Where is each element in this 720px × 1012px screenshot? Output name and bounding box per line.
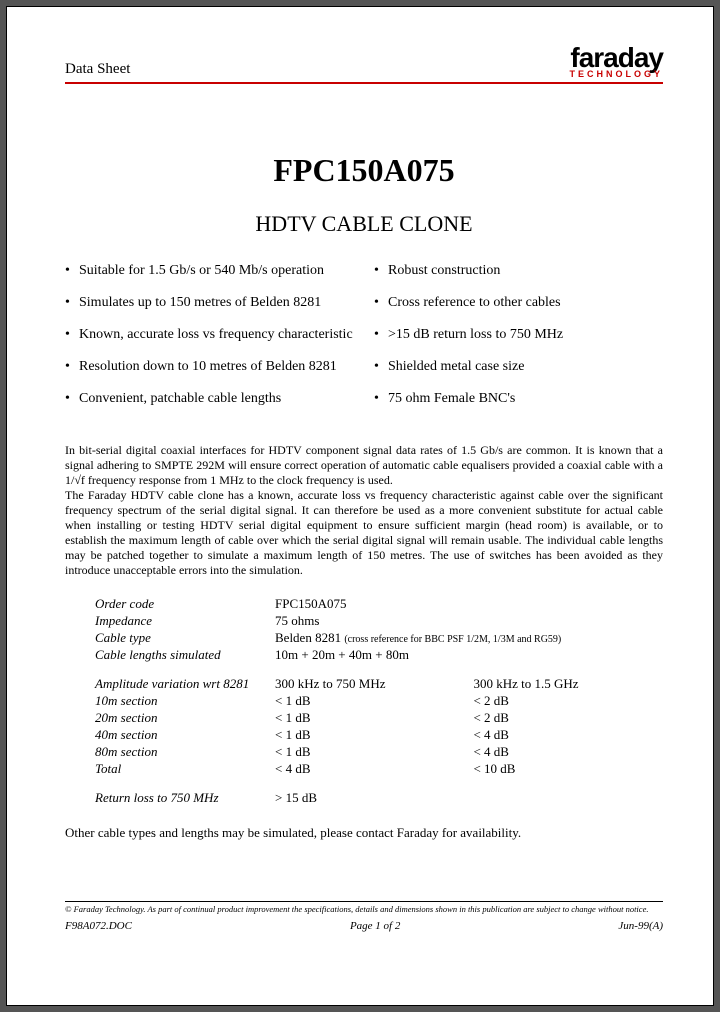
spec-row: Cable lengths simulated 10m + 20m + 40m … bbox=[95, 647, 663, 664]
spec-value: FPC150A075 bbox=[275, 596, 663, 613]
feature-item: Suitable for 1.5 Gb/s or 540 Mb/s operat… bbox=[65, 263, 354, 279]
spec-label: 40m section bbox=[95, 727, 275, 744]
spec-col1: < 1 dB bbox=[275, 710, 473, 727]
spec-col1: < 4 dB bbox=[275, 761, 473, 778]
feature-item: Known, accurate loss vs frequency charac… bbox=[65, 327, 354, 343]
body-p2: The Faraday HDTV cable clone has a known… bbox=[65, 488, 663, 577]
logo-sub: TECHNOLOGY bbox=[569, 70, 663, 78]
feature-item: Simulates up to 150 metres of Belden 828… bbox=[65, 295, 354, 311]
spec-col1: < 1 dB bbox=[275, 693, 473, 710]
product-subtitle: HDTV CABLE CLONE bbox=[65, 211, 663, 237]
spec-label: Amplitude variation wrt 8281 bbox=[95, 676, 275, 693]
closing-text: Other cable types and lengths may be sim… bbox=[65, 825, 663, 841]
feature-item: Convenient, patchable cable lengths bbox=[65, 391, 354, 407]
spec-label: Impedance bbox=[95, 613, 275, 630]
spec-col2: < 10 dB bbox=[473, 761, 663, 778]
cable-type-value: Belden 8281 bbox=[275, 630, 341, 645]
spec-label: 80m section bbox=[95, 744, 275, 761]
spec-label: Order code bbox=[95, 596, 275, 613]
body-paragraphs: In bit-serial digital coaxial interfaces… bbox=[65, 443, 663, 578]
spec-row: Amplitude variation wrt 8281 300 kHz to … bbox=[95, 676, 663, 693]
product-title: FPC150A075 bbox=[65, 152, 663, 189]
specs-table: Order code FPC150A075 Impedance 75 ohms … bbox=[95, 596, 663, 807]
spec-label: 20m section bbox=[95, 710, 275, 727]
spec-row: Total < 4 dB < 10 dB bbox=[95, 761, 663, 778]
spec-value: > 15 dB bbox=[275, 790, 663, 807]
spec-row: 40m section < 1 dB < 4 dB bbox=[95, 727, 663, 744]
spec-col1: < 1 dB bbox=[275, 744, 473, 761]
spec-col2: < 4 dB bbox=[473, 727, 663, 744]
spec-value: 10m + 20m + 40m + 80m bbox=[275, 647, 663, 664]
header: Data Sheet faraday TECHNOLOGY bbox=[65, 45, 663, 84]
footer: F98A072.DOC Page 1 of 2 Jun-99(A) bbox=[65, 920, 663, 932]
footer-left: F98A072.DOC bbox=[65, 920, 132, 932]
spec-label: Cable type bbox=[95, 630, 275, 647]
spec-row: 10m section < 1 dB < 2 dB bbox=[95, 693, 663, 710]
feature-item: Shielded metal case size bbox=[374, 359, 663, 375]
feature-item: Resolution down to 10 metres of Belden 8… bbox=[65, 359, 354, 375]
spec-col2: < 2 dB bbox=[473, 710, 663, 727]
feature-item: Cross reference to other cables bbox=[374, 295, 663, 311]
spec-row: Order code FPC150A075 bbox=[95, 596, 663, 613]
spec-label: Return loss to 750 MHz bbox=[95, 790, 275, 807]
spec-col1: 300 kHz to 750 MHz bbox=[275, 676, 473, 693]
cable-type-note: (cross reference for BBC PSF 1/2M, 1/3M … bbox=[344, 634, 561, 645]
page: Data Sheet faraday TECHNOLOGY FPC150A075… bbox=[6, 6, 714, 1006]
spec-col2: < 2 dB bbox=[473, 693, 663, 710]
spec-col2: < 4 dB bbox=[473, 744, 663, 761]
features-left: Suitable for 1.5 Gb/s or 540 Mb/s operat… bbox=[65, 263, 354, 423]
datasheet-label: Data Sheet bbox=[65, 61, 130, 78]
spec-row: 80m section < 1 dB < 4 dB bbox=[95, 744, 663, 761]
spec-row: 20m section < 1 dB < 2 dB bbox=[95, 710, 663, 727]
spec-row: Return loss to 750 MHz > 15 dB bbox=[95, 790, 663, 807]
logo: faraday TECHNOLOGY bbox=[569, 45, 663, 78]
feature-item: 75 ohm Female BNC's bbox=[374, 391, 663, 407]
footer-right: Jun-99(A) bbox=[618, 920, 663, 932]
logo-main: faraday bbox=[569, 45, 663, 70]
spec-row: Impedance 75 ohms bbox=[95, 613, 663, 630]
spec-label: 10m section bbox=[95, 693, 275, 710]
spec-value: 75 ohms bbox=[275, 613, 663, 630]
spec-label: Cable lengths simulated bbox=[95, 647, 275, 664]
features: Suitable for 1.5 Gb/s or 540 Mb/s operat… bbox=[65, 263, 663, 423]
spec-row: Cable type Belden 8281 (cross reference … bbox=[95, 630, 663, 647]
spec-label: Total bbox=[95, 761, 275, 778]
feature-item: Robust construction bbox=[374, 263, 663, 279]
spec-col2: 300 kHz to 1.5 GHz bbox=[473, 676, 663, 693]
spec-col1: < 1 dB bbox=[275, 727, 473, 744]
footer-center: Page 1 of 2 bbox=[350, 920, 400, 932]
features-right: Robust construction Cross reference to o… bbox=[374, 263, 663, 423]
body-p1: In bit-serial digital coaxial interfaces… bbox=[65, 443, 663, 487]
spec-value: Belden 8281 (cross reference for BBC PSF… bbox=[275, 630, 663, 647]
footnote: © Faraday Technology. As part of continu… bbox=[65, 901, 663, 914]
feature-item: >15 dB return loss to 750 MHz bbox=[374, 327, 663, 343]
